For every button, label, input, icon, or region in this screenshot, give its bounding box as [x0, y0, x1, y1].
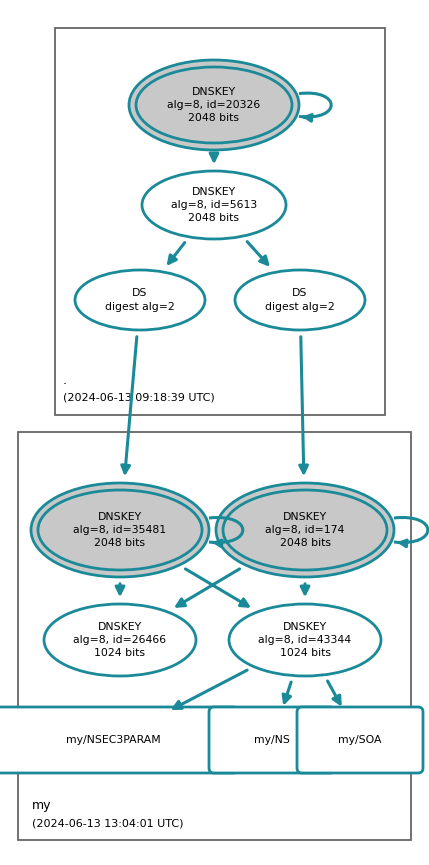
FancyBboxPatch shape	[0, 707, 238, 773]
Bar	[55, 28, 385, 415]
Text: DNSKEY
alg=8, id=26466
1024 bits: DNSKEY alg=8, id=26466 1024 bits	[73, 622, 166, 658]
Bar	[18, 432, 411, 840]
Ellipse shape	[216, 483, 394, 577]
FancyBboxPatch shape	[297, 707, 423, 773]
Ellipse shape	[38, 490, 202, 570]
Ellipse shape	[44, 604, 196, 676]
Ellipse shape	[223, 490, 387, 570]
Text: my/SOA: my/SOA	[338, 735, 382, 745]
Text: DS
digest alg=2: DS digest alg=2	[265, 288, 335, 311]
Text: (2024-06-13 09:18:39 UTC): (2024-06-13 09:18:39 UTC)	[63, 393, 215, 403]
Ellipse shape	[75, 270, 205, 330]
Text: DNSKEY
alg=8, id=43344
1024 bits: DNSKEY alg=8, id=43344 1024 bits	[258, 622, 351, 658]
FancyBboxPatch shape	[209, 707, 335, 773]
Text: my: my	[32, 799, 51, 812]
Text: DNSKEY
alg=8, id=5613
2048 bits: DNSKEY alg=8, id=5613 2048 bits	[171, 187, 257, 223]
Text: (2024-06-13 13:04:01 UTC): (2024-06-13 13:04:01 UTC)	[32, 818, 184, 828]
Text: my/NSEC3PARAM: my/NSEC3PARAM	[66, 735, 160, 745]
Text: DNSKEY
alg=8, id=174
2048 bits: DNSKEY alg=8, id=174 2048 bits	[265, 512, 344, 548]
Text: DNSKEY
alg=8, id=35481
2048 bits: DNSKEY alg=8, id=35481 2048 bits	[73, 512, 166, 548]
Text: .: .	[63, 374, 67, 387]
Ellipse shape	[142, 171, 286, 239]
Text: DS
digest alg=2: DS digest alg=2	[105, 288, 175, 311]
Ellipse shape	[229, 604, 381, 676]
Ellipse shape	[235, 270, 365, 330]
Text: DNSKEY
alg=8, id=20326
2048 bits: DNSKEY alg=8, id=20326 2048 bits	[167, 86, 261, 123]
Text: my/NS: my/NS	[254, 735, 290, 745]
Ellipse shape	[136, 67, 292, 143]
Ellipse shape	[129, 60, 299, 150]
Ellipse shape	[31, 483, 209, 577]
